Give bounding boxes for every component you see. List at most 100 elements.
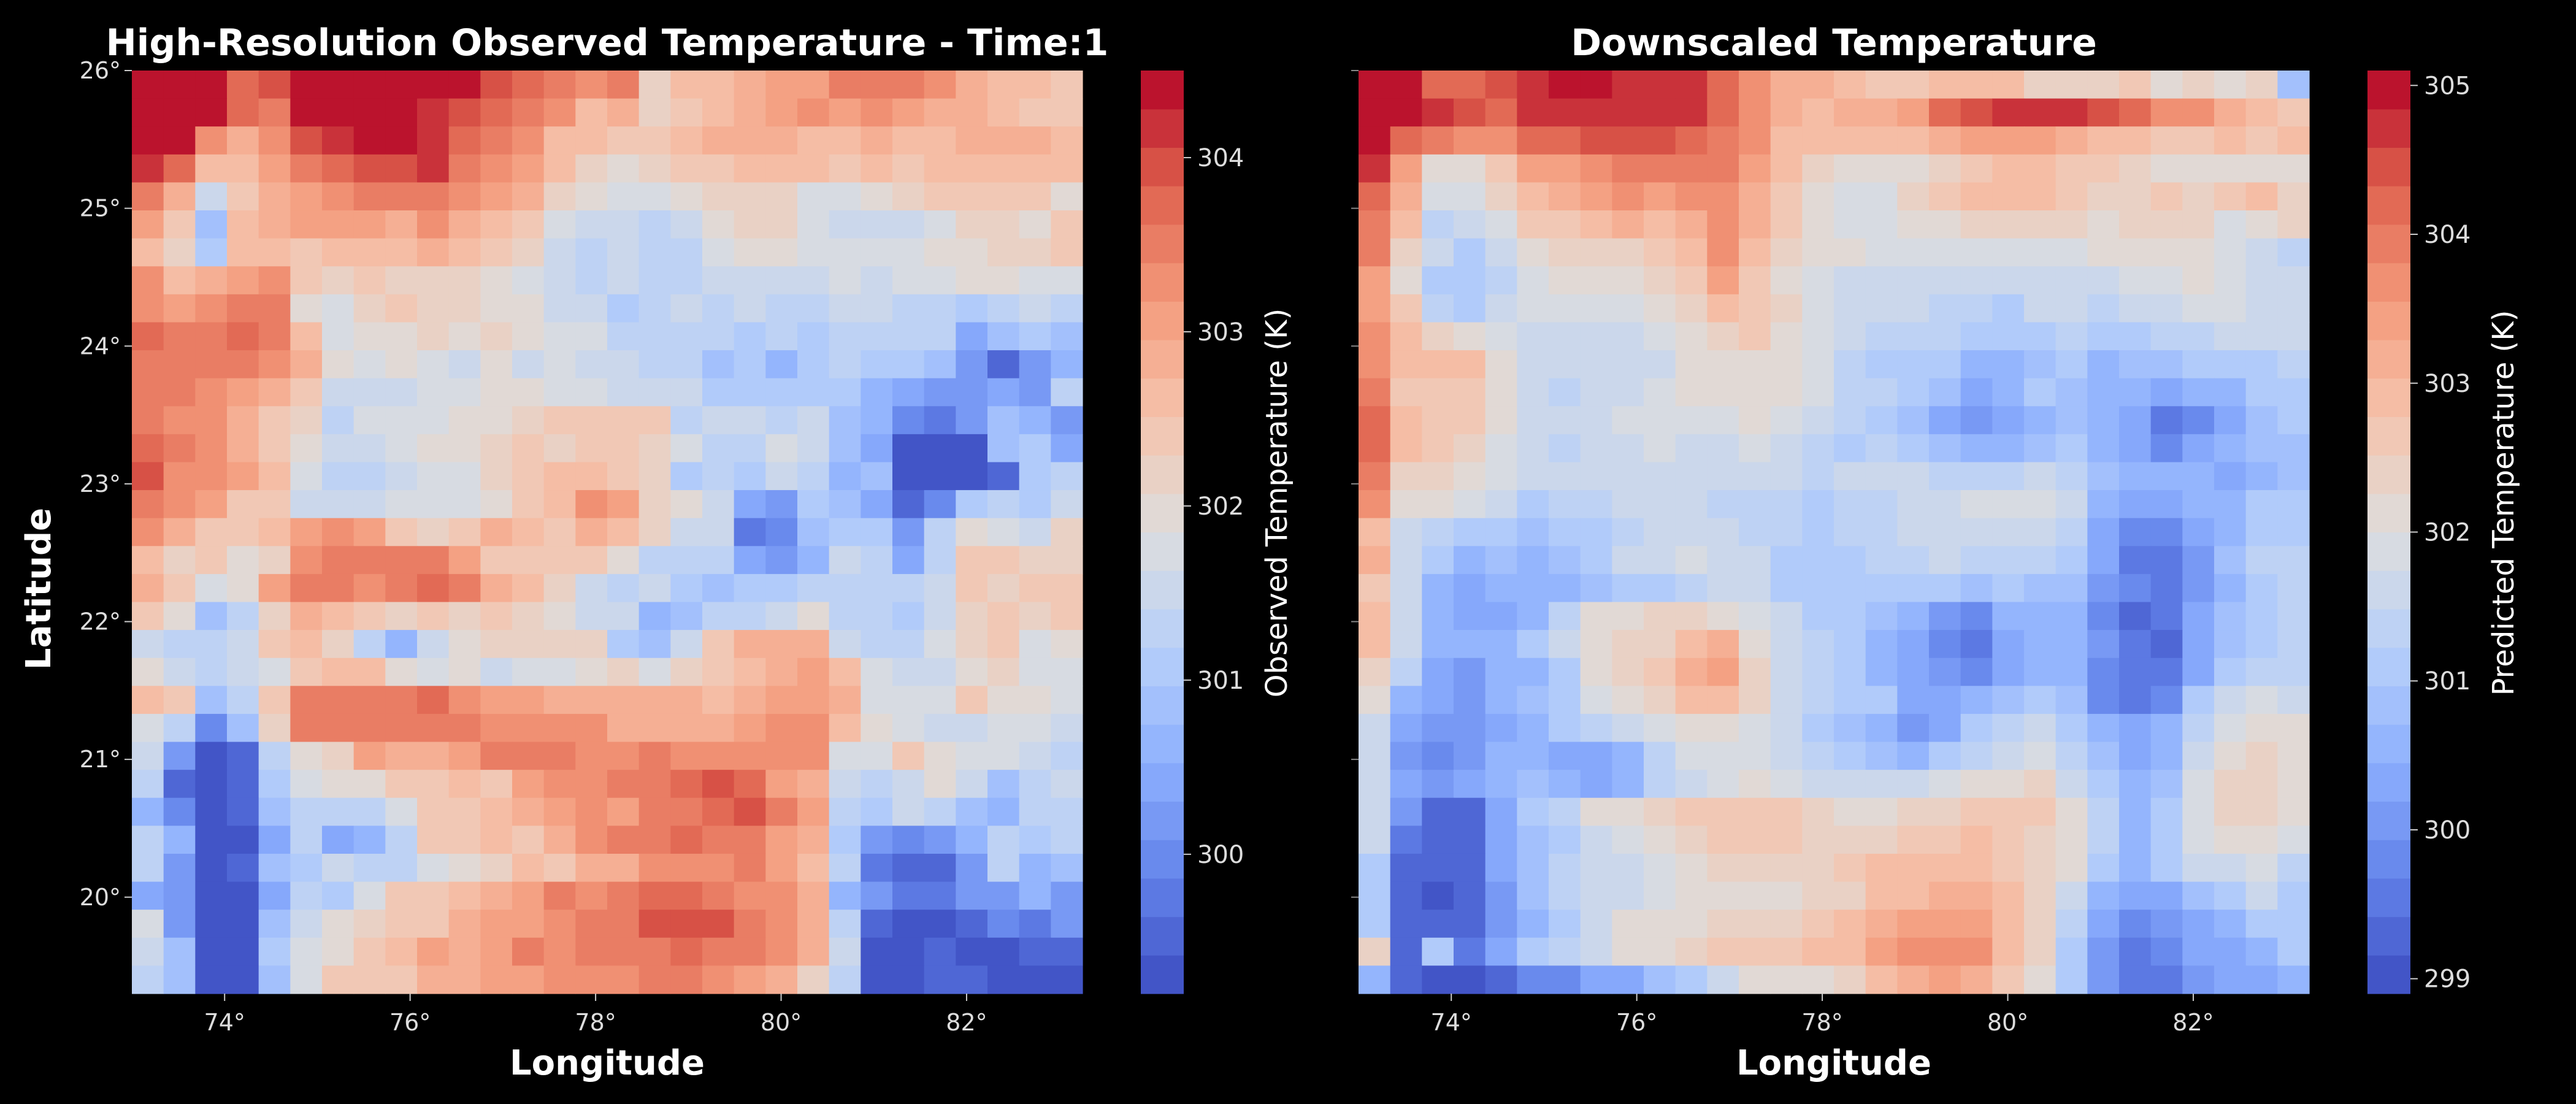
heatmap-cell — [956, 182, 988, 211]
heatmap-cell — [892, 154, 925, 183]
heatmap-cell — [1897, 154, 1930, 183]
heatmap-cell — [638, 294, 671, 323]
heatmap-cell — [2150, 518, 2183, 546]
heatmap-cell — [924, 182, 956, 211]
heatmap-cell — [2182, 434, 2215, 463]
heatmap-cell — [2024, 350, 2057, 379]
heatmap-cell — [1675, 826, 1708, 854]
heatmap-cell — [1675, 406, 1708, 435]
heatmap-cell — [1675, 770, 1708, 799]
heatmap-cell — [258, 350, 291, 379]
heatmap-cell — [1051, 937, 1083, 966]
heatmap-cell — [163, 937, 196, 966]
heatmap-cell — [480, 434, 513, 463]
heatmap-cell — [1359, 322, 1391, 351]
x-tick-label: 80° — [761, 1009, 802, 1036]
heatmap-cell — [512, 546, 545, 575]
heatmap-cell — [861, 350, 893, 379]
heatmap-cell — [1517, 210, 1549, 239]
heatmap-cell — [2182, 546, 2215, 575]
heatmap-cell — [1517, 853, 1549, 883]
heatmap-cell — [1390, 126, 1422, 155]
heatmap-cell — [543, 797, 576, 826]
downscaled-heatmap — [1359, 71, 2310, 994]
heatmap-cell — [702, 406, 735, 435]
heatmap-cell — [163, 965, 196, 994]
heatmap-cell — [607, 770, 640, 799]
heatmap-cell — [2150, 238, 2183, 267]
heatmap-cell — [2245, 434, 2278, 463]
heatmap-cell — [1051, 853, 1083, 883]
heatmap-cell — [2150, 965, 2183, 994]
heatmap-cell — [2150, 657, 2183, 686]
heatmap-cell — [1485, 182, 1517, 211]
heatmap-cell — [670, 686, 703, 715]
heatmap-cell — [290, 406, 323, 435]
heatmap-cell — [575, 573, 608, 603]
heatmap-cell — [1897, 686, 1930, 715]
heatmap-cell — [512, 797, 545, 826]
heatmap-cell — [385, 210, 418, 239]
x-tick-label: 74° — [204, 1009, 245, 1036]
heatmap-cell — [132, 126, 164, 155]
heatmap-cell — [353, 322, 386, 351]
heatmap-cell — [2182, 154, 2215, 183]
heatmap-cell — [1051, 965, 1083, 994]
heatmap-cell — [924, 881, 956, 910]
heatmap-cell — [132, 797, 164, 826]
heatmap-cell — [1739, 965, 1771, 994]
heatmap-cell — [1834, 602, 1866, 631]
heatmap-cell — [227, 266, 259, 295]
heatmap-cell — [1960, 182, 1993, 211]
heatmap-cell — [543, 518, 576, 546]
heatmap-cell — [861, 686, 893, 715]
heatmap-cell — [987, 797, 1020, 826]
heatmap-cell — [1454, 71, 1486, 99]
heatmap-cell — [1992, 797, 2025, 826]
heatmap-cell — [512, 826, 545, 854]
colorbar-band — [2367, 224, 2410, 264]
heatmap-cell — [1770, 826, 1803, 854]
heatmap-cell — [2119, 322, 2152, 351]
heatmap-cell — [1549, 154, 1581, 183]
heatmap-cell — [765, 238, 798, 267]
heatmap-cell — [1359, 657, 1391, 686]
heatmap-cell — [2214, 853, 2247, 883]
heatmap-cell — [1644, 518, 1676, 546]
heatmap-cell — [1929, 350, 1961, 379]
heatmap-cell — [1770, 853, 1803, 883]
heatmap-cell — [1517, 742, 1549, 770]
heatmap-cell — [702, 853, 735, 883]
heatmap-cell — [2055, 378, 2088, 407]
heatmap-cell — [1960, 350, 1993, 379]
heatmap-cell — [1549, 602, 1581, 631]
heatmap-cell — [1422, 462, 1454, 491]
heatmap-cell — [2087, 322, 2120, 351]
heatmap-cell — [258, 853, 291, 883]
heatmap-cell — [163, 910, 196, 938]
heatmap-cell — [1992, 71, 2025, 99]
heatmap-cell — [892, 71, 925, 99]
heatmap-cell — [1517, 462, 1549, 491]
heatmap-cell — [2245, 294, 2278, 323]
heatmap-cell — [1834, 294, 1866, 323]
heatmap-cell — [1644, 881, 1676, 910]
heatmap-cell — [734, 826, 766, 854]
heatmap-cell — [829, 71, 861, 99]
heatmap-cell — [1865, 910, 1898, 938]
heatmap-cell — [797, 462, 830, 491]
heatmap-cell — [607, 322, 640, 351]
heatmap-cell — [892, 657, 925, 686]
heatmap-cell — [322, 434, 355, 463]
heatmap-cell — [1517, 770, 1549, 799]
heatmap-cell — [132, 853, 164, 883]
colorbar-tick-label: 305 — [2424, 72, 2471, 100]
heatmap-cell — [1485, 462, 1517, 491]
heatmap-cell — [322, 770, 355, 799]
heatmap-cell — [734, 462, 766, 491]
heatmap-cell — [2119, 154, 2152, 183]
heatmap-cell — [607, 826, 640, 854]
heatmap-cell — [2150, 71, 2183, 99]
heatmap-cell — [1454, 98, 1486, 127]
